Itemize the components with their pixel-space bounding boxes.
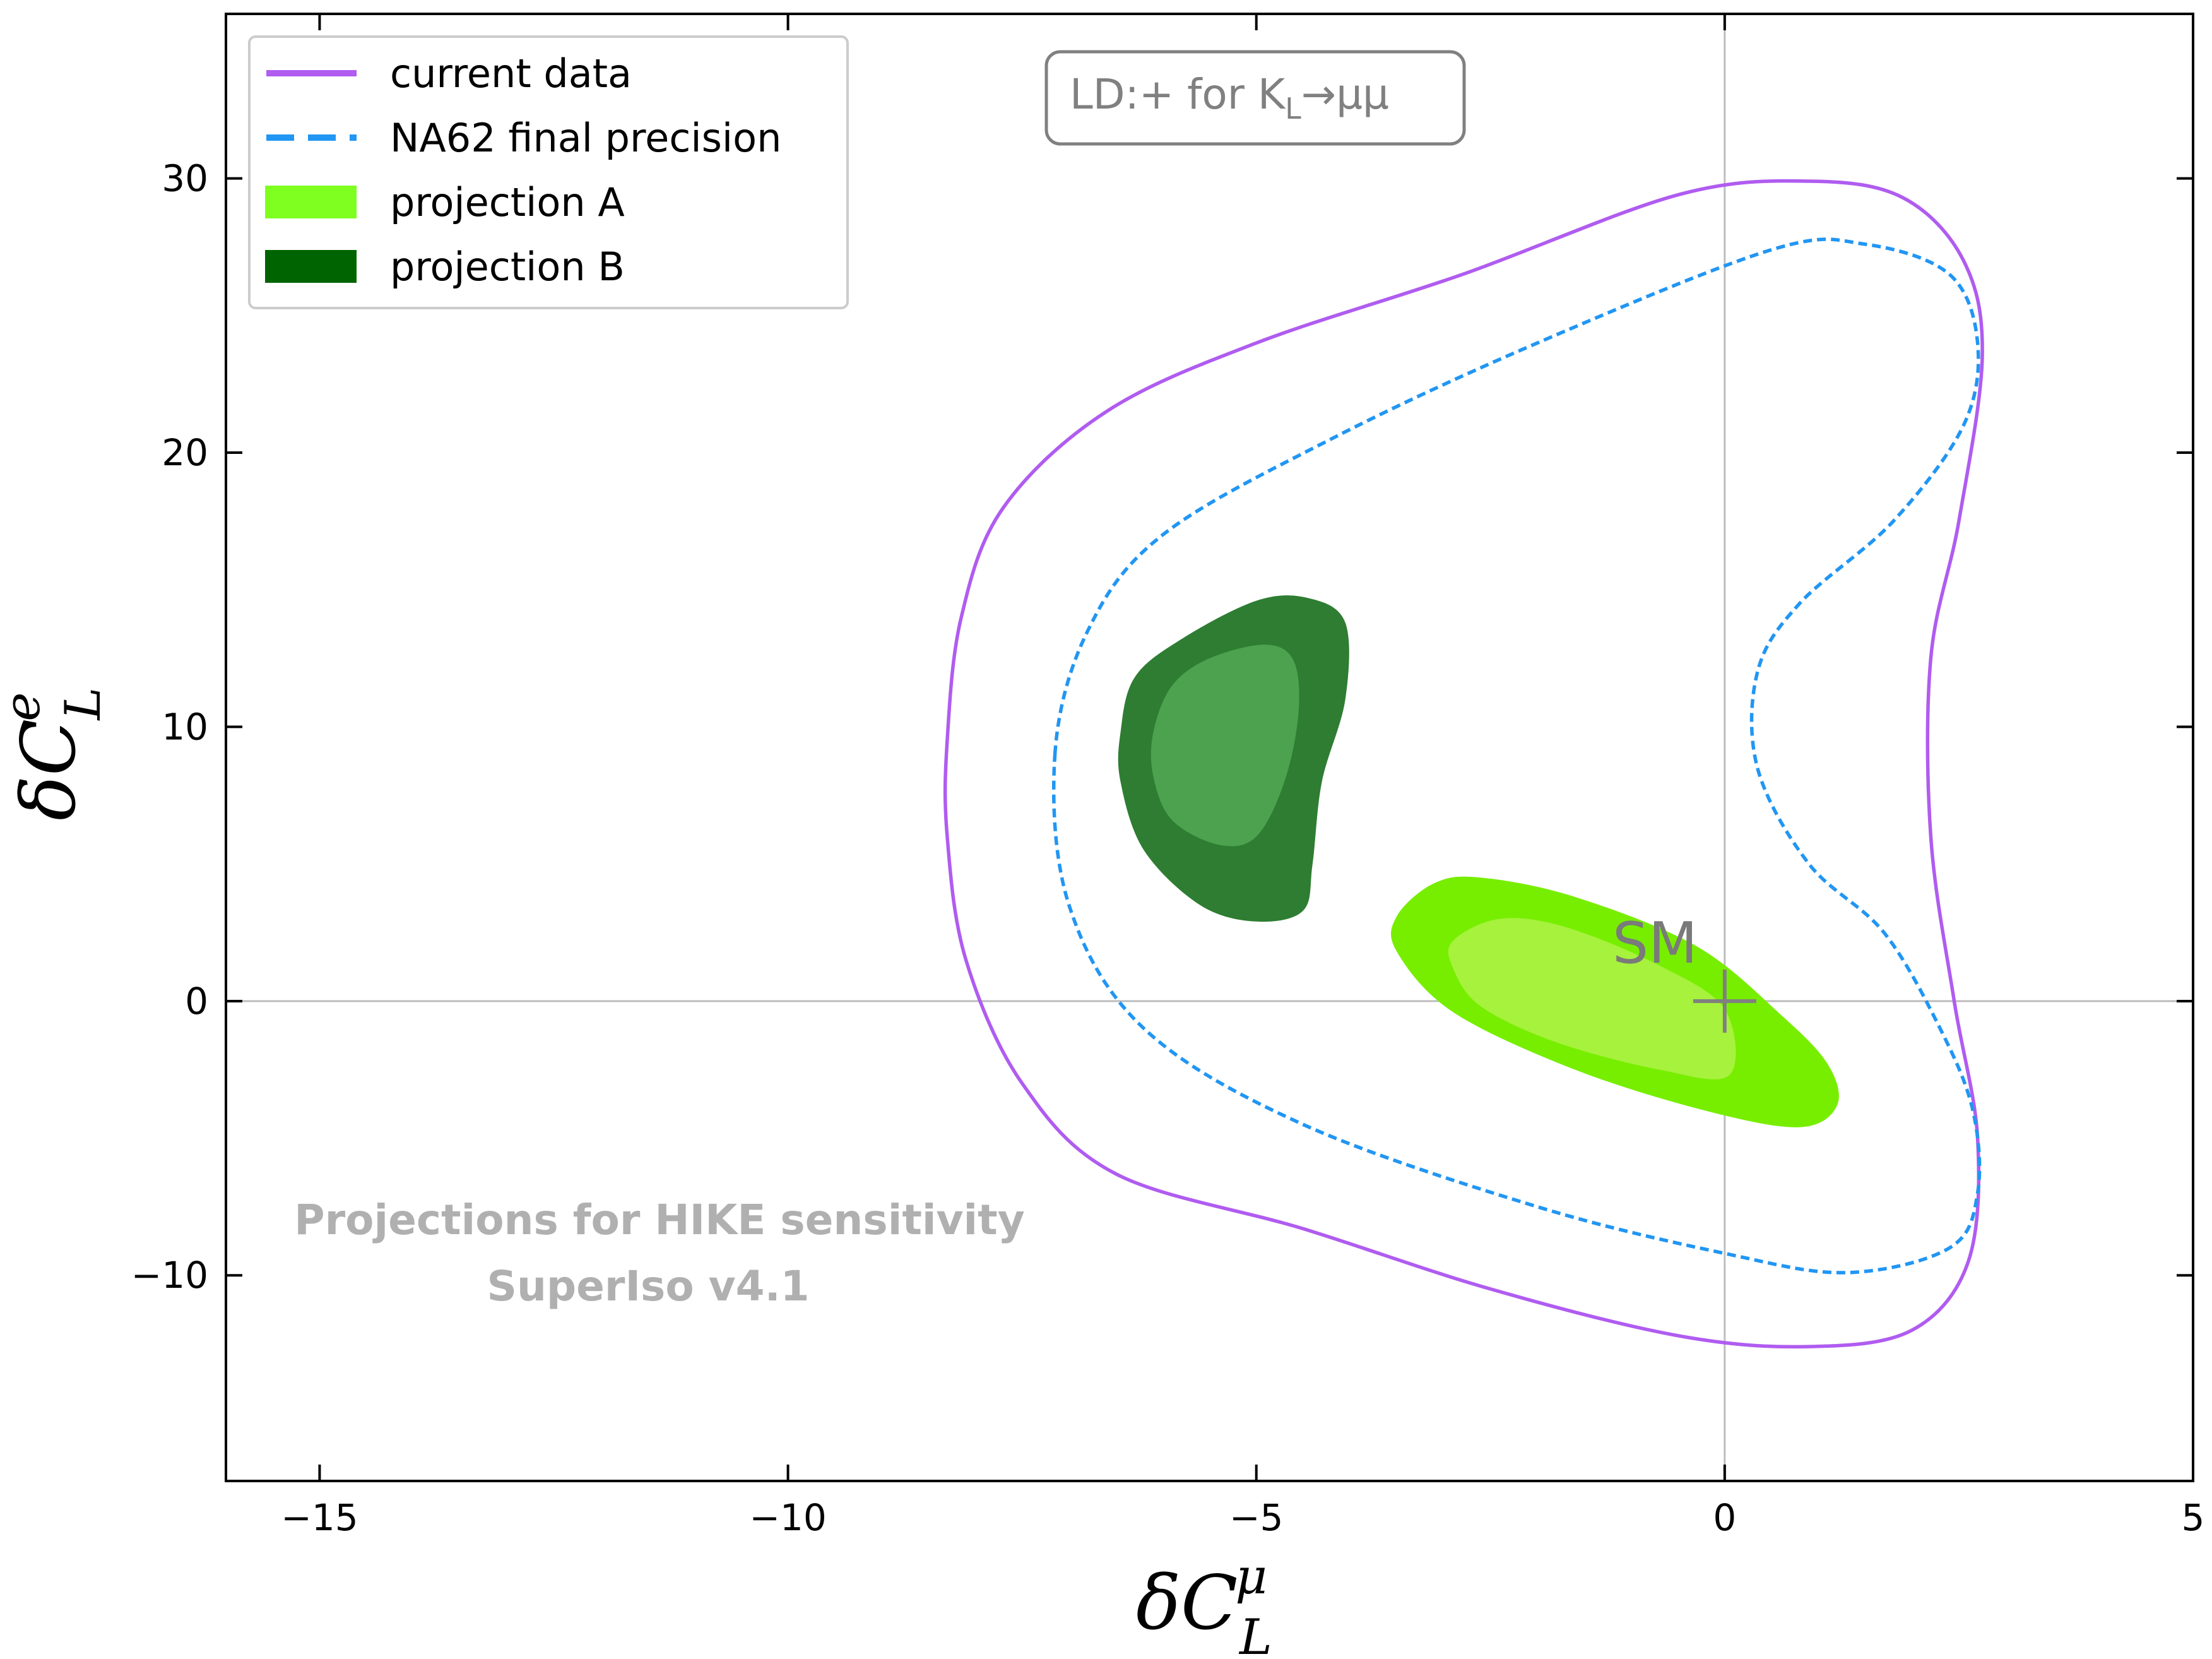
plot-area xyxy=(226,14,2193,1481)
y-axis-label-base: δC xyxy=(5,719,92,821)
legend: current data NA62 final precision projecti… xyxy=(248,35,849,309)
y-tick-label: 10 xyxy=(162,705,208,748)
legend-label-projection-a: projection A xyxy=(390,179,625,225)
watermark: Projections for HIKE sensitivity SuperIs… xyxy=(294,1196,1024,1311)
annotation-main: LD:+ for K xyxy=(1070,70,1286,119)
contour-current-data xyxy=(943,179,1984,1349)
legend-label-na62-final-precision: NA62 final precision xyxy=(390,115,781,161)
plot-frame xyxy=(225,13,2194,1482)
watermark-line-1: Projections for HIKE sensitivity xyxy=(294,1196,1024,1244)
legend-frame xyxy=(248,35,849,309)
y-tick-label: −10 xyxy=(131,1254,208,1297)
contour-projection-a-inner xyxy=(1448,918,1736,1079)
annotation-tail: →μμ xyxy=(1301,70,1389,119)
x-axis-label-sub: L xyxy=(1238,1609,1272,1659)
legend-swatch-projection-b xyxy=(265,250,357,283)
annotation-text: LD:+ for KL→μμ xyxy=(1070,70,1389,126)
x-tick-label: −10 xyxy=(749,1496,826,1539)
x-tick-label: −15 xyxy=(281,1496,358,1539)
watermark-line-2: SuperIso v4.1 xyxy=(487,1262,809,1311)
annotation-frame xyxy=(1044,50,1466,146)
sm-label: SM xyxy=(1612,910,1698,977)
y-tick-label: 30 xyxy=(162,157,208,200)
y-axis-label-sup: e xyxy=(0,693,51,722)
contour-projection-b-inner xyxy=(1150,645,1299,847)
annotation-box: LD:+ for KL→μμ xyxy=(1044,50,1466,146)
x-axis-label-base: δC xyxy=(1136,1559,1238,1646)
legend-label-current-data: current data xyxy=(390,51,632,97)
annotation-sub: L xyxy=(1285,92,1301,126)
x-tick-label: 0 xyxy=(1713,1496,1736,1539)
y-axis-label: δCeL xyxy=(0,687,112,821)
x-tick-label: 5 xyxy=(2182,1496,2205,1539)
x-axis-label-sup: μ xyxy=(1235,1549,1267,1605)
y-axis-label-sub: L xyxy=(55,687,112,722)
legend-swatch-projection-a xyxy=(265,186,357,218)
contour-na62-final-precision xyxy=(1051,237,1982,1275)
legend-label-projection-b: projection B xyxy=(390,244,625,290)
axes: −15 −10 −5 0 5 −10 0 10 20 30 xyxy=(131,13,2205,1539)
y-tick-label: 0 xyxy=(185,980,208,1023)
x-axis-label: δCμ L xyxy=(1136,1549,1272,1659)
y-tick-label: 20 xyxy=(162,431,208,474)
x-tick-label: −5 xyxy=(1229,1496,1284,1539)
